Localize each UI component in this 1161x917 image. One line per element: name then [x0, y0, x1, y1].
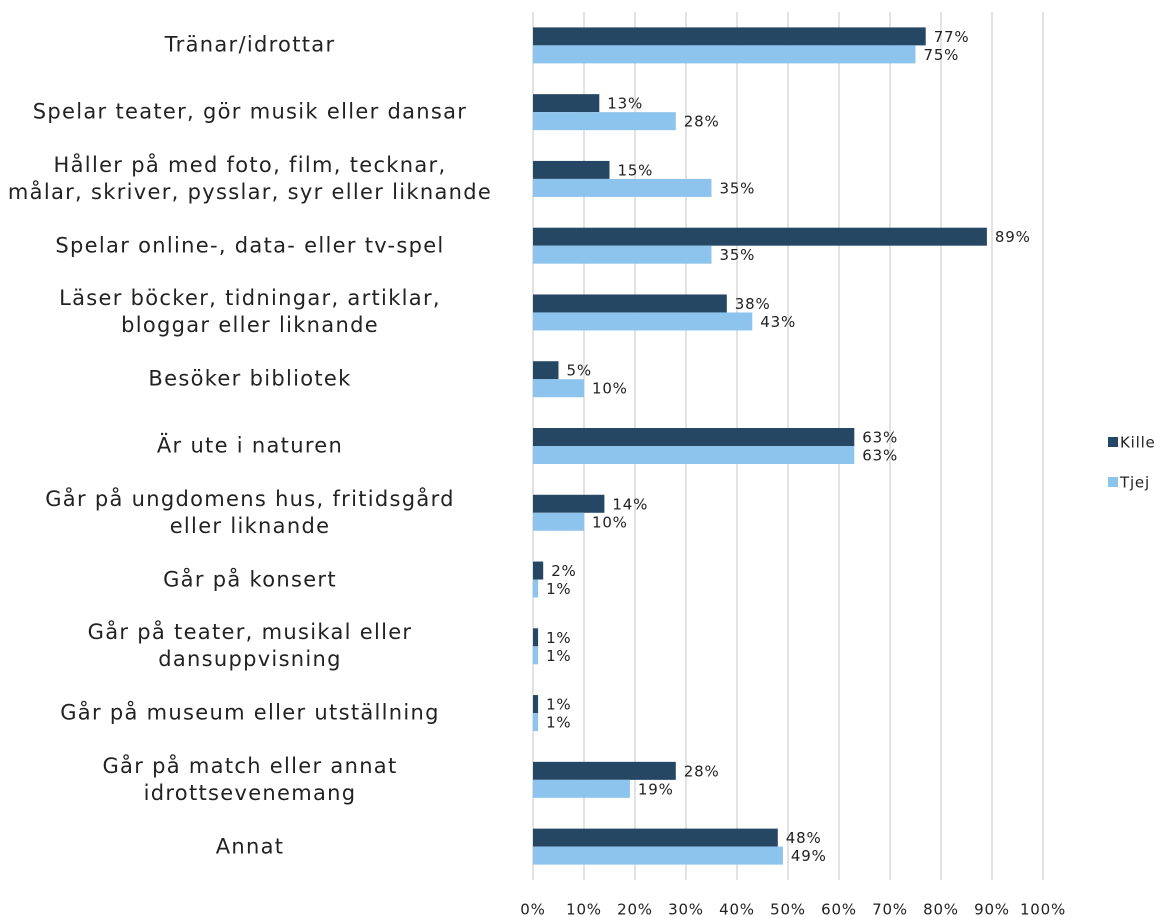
x-tick-label: 40% [719, 901, 755, 917]
data-label: 1% [546, 714, 571, 732]
bar [533, 160, 610, 179]
x-tick-label: 0% [520, 901, 545, 917]
bar [533, 494, 605, 513]
x-tick-label: 70% [872, 901, 908, 917]
category-label: Går på teater, musikal eller dansuppvisn… [87, 620, 413, 672]
data-label: 15% [618, 161, 654, 179]
data-label: 5% [567, 362, 592, 380]
data-label: 63% [862, 447, 898, 465]
category-label: Besöker bibliotek [148, 366, 352, 391]
legend-swatch [1108, 437, 1118, 447]
x-tick-label: 10% [566, 901, 602, 917]
data-label: 35% [720, 179, 756, 197]
x-tick-label: 30% [668, 901, 704, 917]
data-label: 48% [786, 829, 822, 847]
category-label: Läser böcker, tidningar, artiklar, blogg… [59, 286, 441, 338]
data-label: 10% [592, 380, 628, 398]
legend-swatch [1108, 477, 1118, 487]
data-label: 1% [546, 629, 571, 647]
category-label: Spelar online-, data- eller tv-spel [55, 233, 445, 258]
data-label: 43% [760, 313, 796, 331]
bar [533, 828, 778, 847]
bar [533, 227, 987, 246]
bar [533, 178, 712, 197]
data-label: 49% [791, 847, 827, 865]
data-label: 77% [934, 28, 970, 46]
category-label: Går på match eller annat idrottseveneman… [102, 753, 398, 805]
bar [533, 45, 916, 64]
category-label: Är ute i naturen [156, 433, 344, 458]
category-label: Går på konsert [163, 567, 337, 592]
bar [533, 294, 727, 313]
legend-label: Kille [1120, 434, 1156, 452]
data-label: 75% [924, 46, 960, 64]
x-tick-label: 50% [770, 901, 806, 917]
data-label: 2% [551, 562, 576, 580]
x-tick-label: 80% [923, 901, 959, 917]
bar [533, 761, 676, 780]
bar [533, 245, 712, 264]
category-label: Håller på med foto, film, tecknar, målar… [7, 152, 493, 204]
category-label: Spelar teater, gör musik eller dansar [32, 99, 468, 124]
bar [533, 561, 544, 580]
category-label: Tränar/idrottar [164, 32, 336, 57]
x-tick-label: 20% [617, 901, 653, 917]
data-label: 1% [546, 580, 571, 598]
data-label: 19% [638, 780, 674, 798]
data-label: 1% [546, 647, 571, 665]
x-tick-label: 90% [974, 901, 1010, 917]
bar [533, 446, 855, 464]
bar [533, 646, 539, 665]
bar [533, 579, 539, 598]
bar [533, 94, 600, 113]
data-label: 14% [612, 495, 648, 513]
category-label: Går på ungdomens hus, fritidsgård eller … [45, 486, 455, 538]
data-label: 13% [607, 95, 643, 113]
data-label: 89% [995, 228, 1031, 246]
bar [533, 512, 584, 531]
data-label: 63% [862, 429, 898, 447]
category-label: Annat [215, 834, 285, 859]
bar [533, 379, 584, 398]
data-label: 10% [592, 513, 628, 531]
bar [533, 695, 539, 714]
x-tick-label: 100% [1020, 901, 1066, 917]
category-label: Går på museum eller utställning [60, 700, 440, 725]
data-label: 38% [735, 295, 771, 313]
data-label: 1% [546, 696, 571, 714]
data-label: 28% [684, 113, 720, 131]
bar [533, 27, 926, 46]
bar [533, 713, 539, 732]
bar [533, 779, 630, 798]
bar [533, 428, 855, 446]
bar [533, 628, 539, 647]
bar [533, 312, 753, 331]
bar [533, 846, 783, 865]
x-tick-label: 60% [821, 901, 857, 917]
bar [533, 112, 676, 131]
legend-label: Tjej [1119, 474, 1150, 492]
bar [533, 361, 559, 380]
data-label: 35% [720, 246, 756, 264]
data-label: 28% [684, 762, 720, 780]
